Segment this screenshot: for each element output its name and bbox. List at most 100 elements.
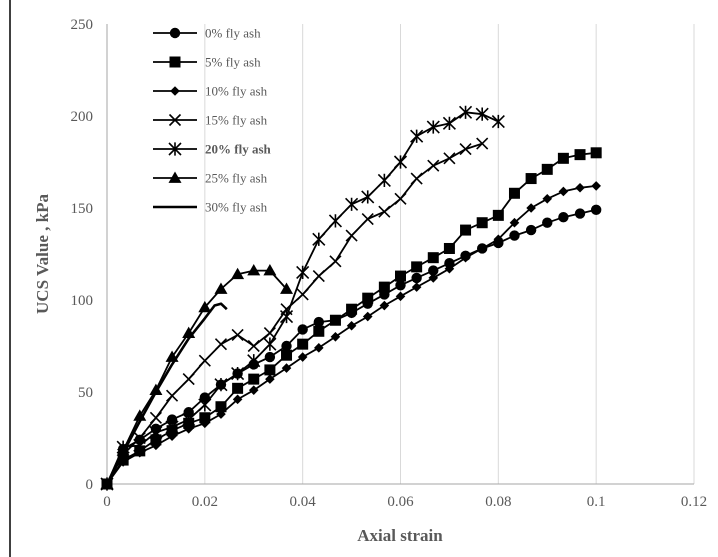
data-point-x [394, 192, 407, 205]
x-tick-label: 0.06 [387, 494, 414, 510]
x-tick-label: 0.04 [290, 494, 317, 510]
series-line [106, 142, 483, 485]
x-axis-title: Axial strain [357, 526, 443, 545]
data-point-diamond [297, 352, 308, 362]
data-point-star [296, 265, 310, 279]
series-7 [105, 302, 228, 485]
data-point-x [427, 159, 440, 172]
data-point-square [443, 242, 455, 254]
legend-label: 20% fly ash [205, 142, 272, 157]
legend-label: 10% fly ash [205, 84, 268, 99]
data-point-x [329, 255, 342, 268]
data-point-star [214, 378, 228, 392]
y-tick-label: 0 [86, 477, 94, 493]
data-point-diamond [575, 182, 585, 193]
data-point-triangle [168, 171, 182, 183]
data-point-circle [166, 414, 178, 425]
data-point-x [214, 338, 228, 351]
data-point-diamond [493, 234, 504, 245]
data-point-square [232, 382, 244, 394]
data-point-x [231, 328, 244, 342]
data-point-square [427, 252, 439, 264]
data-point-diamond [167, 431, 177, 441]
data-point-triangle [198, 300, 212, 313]
data-point-diamond [395, 291, 406, 302]
data-point-diamond [444, 263, 455, 274]
data-point-x [149, 411, 162, 424]
data-point-diamond [526, 203, 536, 213]
data-point-square [281, 349, 293, 361]
data-point-star [345, 197, 359, 211]
data-point-circle [395, 280, 406, 291]
data-point-diamond [330, 332, 341, 342]
vertical-gridlines [204, 24, 695, 484]
data-point-diamond [134, 447, 145, 458]
data-point-star [312, 232, 326, 246]
data-point-circle [542, 217, 553, 228]
data-point-circle [411, 272, 422, 284]
data-point-star [198, 398, 212, 412]
data-point-star [182, 413, 196, 427]
data-point-circle [428, 265, 439, 276]
legend-item: 30% fly ash [153, 200, 268, 215]
data-point-diamond [460, 252, 471, 263]
data-point-square [199, 412, 211, 424]
data-point-star [165, 420, 179, 434]
x-tick-label: 0.1 [587, 494, 606, 510]
data-point-diamond [591, 181, 601, 191]
data-point-triangle [263, 264, 277, 276]
data-point-star [279, 309, 294, 324]
data-point-star [410, 129, 424, 143]
y-tick-label: 100 [71, 293, 94, 309]
series-6 [100, 264, 294, 489]
data-point-diamond [281, 363, 292, 373]
y-tick-labels: 0 50 100 150 200 250 [71, 17, 94, 493]
x-tick-labels: 0 0.02 0.04 0.06 0.08 0.1 0.12 [103, 494, 707, 510]
data-point-x [378, 205, 391, 218]
data-point-star [442, 116, 456, 130]
y-tick-label: 50 [78, 385, 93, 401]
data-point-star [491, 114, 505, 129]
y-tick-label: 200 [71, 109, 94, 125]
data-point-x [247, 339, 260, 353]
data-point-circle [558, 212, 569, 223]
legend-item: 15% fly ash [153, 113, 268, 128]
data-point-square [395, 270, 406, 282]
y-axis-title: UCS Value , kPa [33, 194, 52, 314]
data-point-diamond [362, 311, 373, 322]
data-point-diamond [248, 385, 259, 395]
data-point-circle [313, 316, 325, 328]
data-point-star [475, 107, 489, 121]
data-point-star [393, 155, 408, 169]
legend-item: 5% fly ash [153, 55, 261, 70]
data-point-triangle [280, 282, 294, 294]
data-point-diamond [379, 300, 390, 311]
x-tick-label: 0.08 [485, 494, 511, 510]
data-point-x [345, 229, 358, 242]
data-point-circle [199, 392, 211, 403]
data-point-star [426, 120, 440, 134]
data-point-circle [444, 258, 455, 269]
data-point-x [182, 373, 195, 386]
data-point-x [296, 288, 309, 301]
data-point-x [443, 152, 456, 165]
x-tick-label: 0.02 [192, 494, 218, 510]
data-point-circle [509, 230, 520, 241]
data-point-circle [281, 340, 292, 352]
x-tick-label: 0.12 [681, 494, 707, 510]
data-point-star [263, 337, 277, 351]
data-point-square [574, 149, 586, 161]
data-point-triangle [247, 264, 261, 276]
data-point-square [264, 364, 276, 376]
series-line [106, 208, 597, 485]
data-point-diamond [118, 457, 128, 467]
data-point-x [476, 137, 489, 150]
data-point-star [168, 142, 182, 156]
data-point-square [508, 187, 520, 199]
data-point-star [328, 214, 343, 228]
data-point-circle [183, 407, 194, 418]
series-3 [102, 181, 601, 489]
data-point-square [541, 163, 553, 175]
data-point-diamond [232, 394, 243, 405]
